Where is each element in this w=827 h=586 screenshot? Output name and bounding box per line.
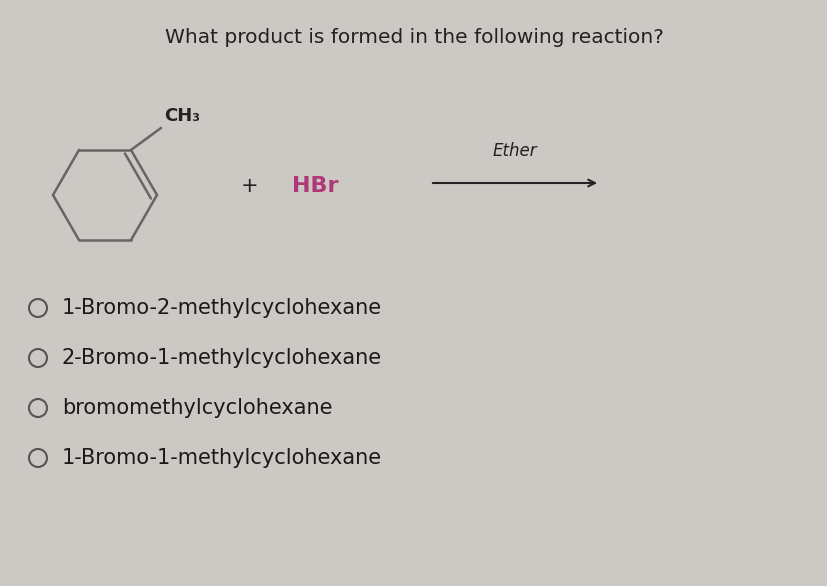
Text: bromomethylcyclohexane: bromomethylcyclohexane [62, 398, 332, 418]
Text: 1-Bromo-1-methylcyclohexane: 1-Bromo-1-methylcyclohexane [62, 448, 382, 468]
Text: 1-Bromo-2-methylcyclohexane: 1-Bromo-2-methylcyclohexane [62, 298, 382, 318]
Text: What product is formed in the following reaction?: What product is formed in the following … [165, 28, 662, 47]
Text: HBr: HBr [291, 176, 338, 196]
Text: +: + [241, 176, 259, 196]
Text: Ether: Ether [492, 142, 537, 160]
Text: CH₃: CH₃ [164, 107, 200, 125]
Text: 2-Bromo-1-methylcyclohexane: 2-Bromo-1-methylcyclohexane [62, 348, 382, 368]
